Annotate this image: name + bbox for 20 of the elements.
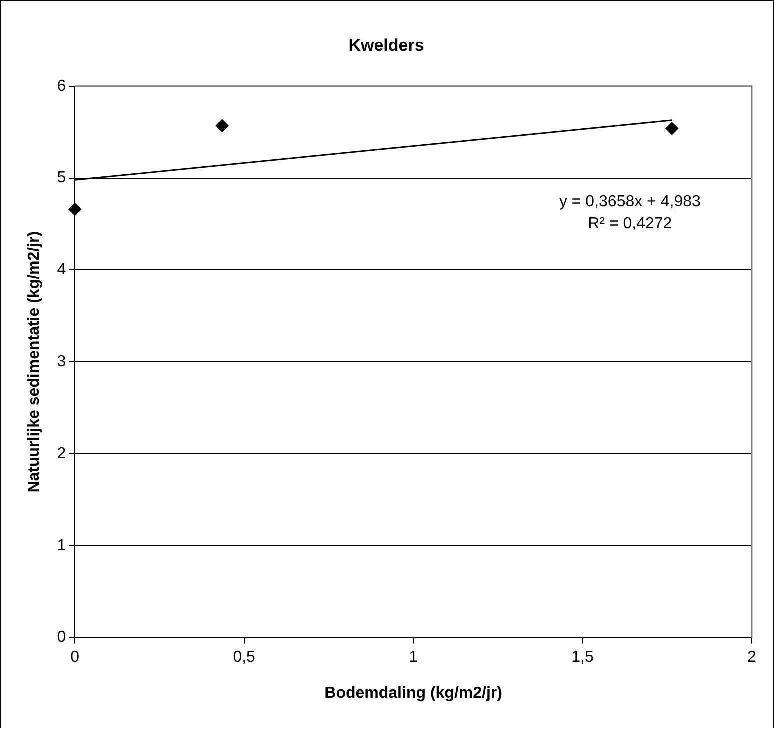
point: [68, 203, 82, 216]
y-tick-label: 3: [57, 354, 66, 371]
y-tick-label: 4: [57, 262, 66, 279]
y-tick-label: 1: [57, 537, 66, 554]
y-tick-label: 5: [57, 170, 66, 187]
x-tick-label: 0,5: [233, 649, 256, 666]
chart-title: Kwelders: [348, 36, 424, 55]
point: [666, 122, 679, 136]
x-tick-label: 2: [748, 649, 757, 666]
y-axis-title: Natuurlijke sedimentatie (kg/m2/jr): [26, 231, 44, 493]
point: [216, 119, 229, 132]
y-tick-label: 0: [57, 629, 66, 646]
y-tick-label: 2: [57, 445, 66, 462]
x-axis-title: Bodemdaling (kg/m2/jr): [324, 684, 502, 702]
annotation: R² = 0,4272: [588, 216, 672, 233]
x-tick-label: 0: [70, 649, 80, 666]
x-tick-label: 1: [409, 649, 418, 666]
annotation: y = 0,3658x + 4,983: [559, 194, 701, 211]
y-tick-label: 6: [57, 78, 66, 95]
x-tick-label: 1,5: [572, 649, 594, 666]
